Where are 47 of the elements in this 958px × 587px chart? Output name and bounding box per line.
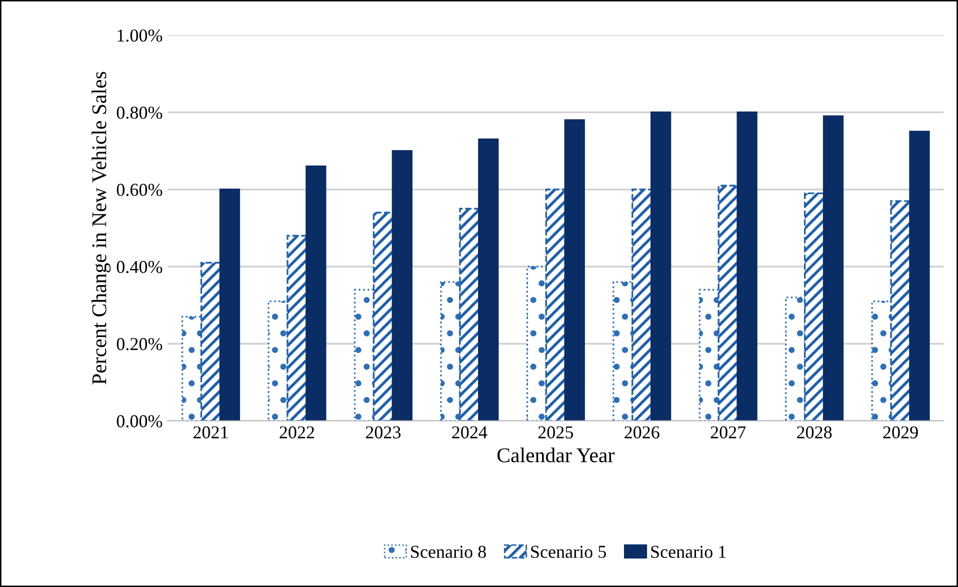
y-tick-label: 0.80% xyxy=(116,106,162,119)
bar xyxy=(785,296,806,421)
y-tick-label: 0.20% xyxy=(116,338,162,350)
bar xyxy=(736,112,758,421)
x-tick-label: 2022 xyxy=(280,426,314,438)
legend-label: Scenario 1 xyxy=(651,546,726,558)
bar xyxy=(268,300,288,421)
legend-label: Scenario 5 xyxy=(531,546,606,558)
x-tick-label: 2025 xyxy=(538,426,573,438)
bar xyxy=(286,234,308,421)
bar xyxy=(545,188,566,421)
x-tick-label: 2023 xyxy=(366,426,401,438)
legend-label: Scenario 8 xyxy=(411,546,486,558)
x-tick-label: 2021 xyxy=(193,426,228,438)
bar xyxy=(526,266,547,421)
bar xyxy=(632,188,652,421)
bar xyxy=(698,288,720,421)
bar xyxy=(890,200,911,421)
bar xyxy=(650,112,672,421)
y-axis-title: Percent Change in New Vehicle Sales xyxy=(92,72,111,384)
x-tick-label: 2027 xyxy=(710,426,746,438)
bar xyxy=(459,208,480,421)
bar xyxy=(564,119,585,421)
bar xyxy=(804,192,825,421)
x-tick-label: 2026 xyxy=(624,426,660,438)
bar xyxy=(200,262,222,421)
bar xyxy=(392,150,412,421)
bar xyxy=(219,188,240,421)
bar xyxy=(612,281,634,421)
x-tick-label: 2024 xyxy=(452,426,488,438)
bar xyxy=(354,288,375,421)
x-tick-label: 2028 xyxy=(797,426,832,438)
y-tick-label: 0.60% xyxy=(116,184,162,196)
bar xyxy=(822,115,844,421)
x-tick-label: 2029 xyxy=(883,426,918,438)
bar xyxy=(718,184,738,421)
bar xyxy=(306,166,326,421)
x-axis-title: Calendar Year xyxy=(497,448,614,462)
bar xyxy=(372,212,394,421)
y-tick-label: 1.00% xyxy=(118,29,162,42)
bar xyxy=(440,281,461,421)
bar xyxy=(478,138,499,421)
bar xyxy=(181,316,202,421)
bar xyxy=(871,300,892,421)
bar xyxy=(909,130,930,421)
y-tick-label: 0.40% xyxy=(116,260,162,274)
y-tick-label: 0.00% xyxy=(116,415,162,428)
